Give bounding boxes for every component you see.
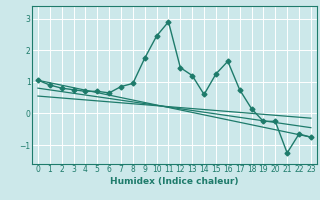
X-axis label: Humidex (Indice chaleur): Humidex (Indice chaleur) — [110, 177, 239, 186]
